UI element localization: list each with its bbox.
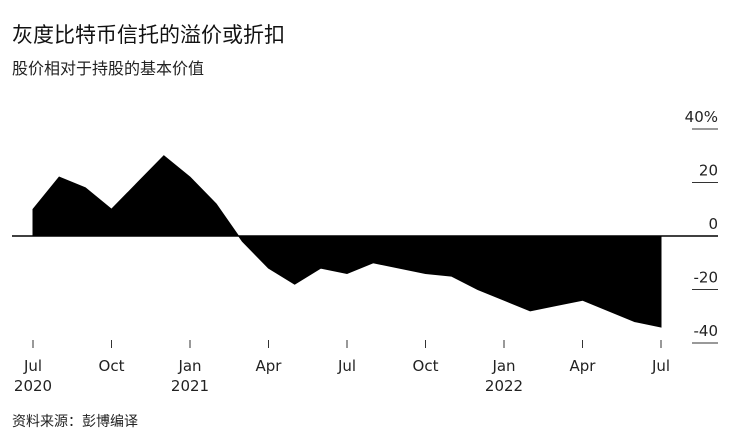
x-year-label: 2022 — [485, 377, 523, 395]
x-tick-label: Oct — [99, 357, 125, 375]
y-tick-label: 0 — [708, 215, 718, 233]
chart-title: 灰度比特币信托的溢价或折扣 — [12, 23, 285, 47]
x-year-label: 2021 — [171, 377, 209, 395]
y-tick-label: 40% — [685, 108, 718, 126]
x-tick-label: Jan — [177, 357, 201, 375]
x-year-label: 2020 — [14, 377, 52, 395]
source-note: 资料来源：彭博编译 — [12, 413, 138, 430]
x-tick-label: Jan — [491, 357, 515, 375]
x-tick-label: Apr — [256, 357, 283, 375]
x-tick-label: Jul — [337, 357, 356, 375]
y-tick-label: -40 — [694, 322, 719, 340]
y-tick-label: -20 — [694, 269, 719, 287]
x-tick-label: Jul — [23, 357, 42, 375]
area — [32, 155, 662, 328]
x-tick-label: Apr — [570, 357, 597, 375]
x-tick-label: Jul — [651, 357, 670, 375]
chart-subtitle: 股价相对于持股的基本价值 — [12, 59, 204, 78]
y-tick-label: 20 — [699, 162, 718, 180]
x-tick-label: Oct — [413, 357, 439, 375]
